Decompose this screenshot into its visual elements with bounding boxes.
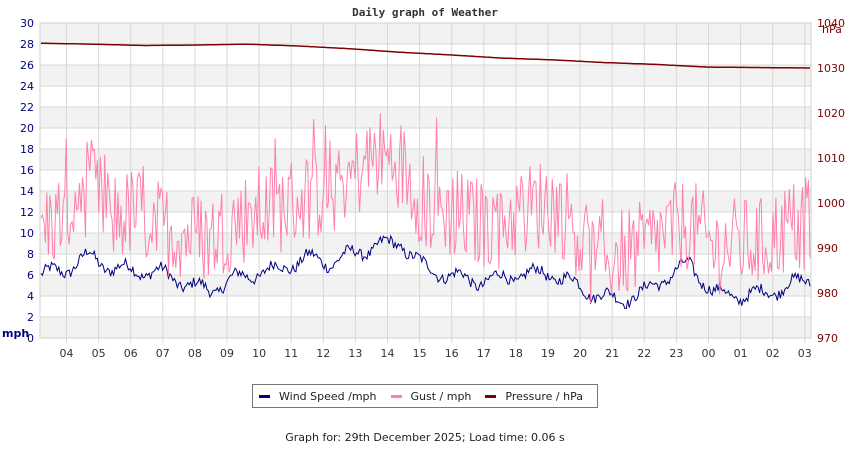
svg-text:23: 23 (669, 347, 683, 360)
svg-text:1020: 1020 (817, 107, 845, 120)
svg-text:30: 30 (20, 17, 34, 30)
svg-text:0: 0 (27, 332, 34, 345)
series-line (41, 42, 810, 69)
svg-text:22: 22 (20, 101, 34, 114)
svg-text:mph: mph (2, 327, 29, 340)
svg-text:14: 14 (20, 185, 34, 198)
svg-text:16: 16 (20, 164, 34, 177)
svg-text:21: 21 (605, 347, 619, 360)
legend-label-wind-speed: Wind Speed /mph (279, 389, 377, 403)
legend-swatch-pressure (485, 394, 497, 398)
svg-text:20: 20 (573, 347, 587, 360)
graph-footer: Graph for: 29th December 2025; Load time… (285, 431, 565, 444)
chart-legend: Wind Speed /mph Gust / mph Pressure / hP… (252, 384, 598, 408)
svg-text:8: 8 (27, 248, 34, 261)
svg-text:02: 02 (766, 347, 780, 360)
svg-text:04: 04 (60, 347, 74, 360)
chart-title: Daily graph of Weather (352, 6, 498, 19)
svg-text:12: 12 (20, 206, 34, 219)
svg-text:15: 15 (413, 347, 427, 360)
svg-text:09: 09 (220, 347, 234, 360)
svg-text:24: 24 (20, 80, 34, 93)
svg-text:4: 4 (27, 290, 34, 303)
svg-text:18: 18 (20, 143, 34, 156)
svg-text:2: 2 (27, 311, 34, 324)
legend-item-pressure: Pressure / hPa (485, 390, 583, 403)
svg-text:00: 00 (702, 347, 716, 360)
svg-text:10: 10 (252, 347, 266, 360)
svg-text:20: 20 (20, 122, 34, 135)
legend-item-wind-speed: Wind Speed /mph (259, 390, 377, 403)
svg-text:1040: 1040 (817, 17, 845, 30)
svg-text:28: 28 (20, 38, 34, 51)
legend-label-gust: Gust / mph (410, 389, 472, 403)
svg-text:19: 19 (541, 347, 555, 360)
svg-text:13: 13 (348, 347, 362, 360)
legend-swatch-wind-speed (259, 394, 270, 398)
weather-chart: 0246810121416182022242628309709809901000… (2, 17, 845, 360)
svg-text:05: 05 (92, 347, 106, 360)
series-line (40, 234, 811, 310)
svg-text:970: 970 (817, 332, 838, 345)
svg-text:26: 26 (20, 59, 34, 72)
series-line (40, 113, 811, 303)
legend-swatch-gust (390, 394, 402, 398)
legend-label-pressure: Pressure / hPa (505, 389, 583, 403)
svg-text:08: 08 (188, 347, 202, 360)
svg-text:980: 980 (817, 287, 838, 300)
svg-text:01: 01 (734, 347, 748, 360)
svg-text:6: 6 (27, 269, 34, 282)
svg-text:12: 12 (316, 347, 330, 360)
svg-text:hPa: hPa (822, 23, 842, 36)
svg-text:17: 17 (477, 347, 491, 360)
svg-text:18: 18 (509, 347, 523, 360)
svg-text:1010: 1010 (817, 152, 845, 165)
svg-text:11: 11 (284, 347, 298, 360)
svg-text:14: 14 (381, 347, 395, 360)
svg-text:1000: 1000 (817, 197, 845, 210)
svg-text:1030: 1030 (817, 62, 845, 75)
svg-text:990: 990 (817, 242, 838, 255)
svg-text:07: 07 (156, 347, 170, 360)
svg-text:03: 03 (798, 347, 812, 360)
svg-text:16: 16 (445, 347, 459, 360)
legend-item-gust: Gust / mph (390, 389, 472, 403)
svg-text:22: 22 (637, 347, 651, 360)
svg-text:06: 06 (124, 347, 138, 360)
svg-text:10: 10 (20, 227, 34, 240)
